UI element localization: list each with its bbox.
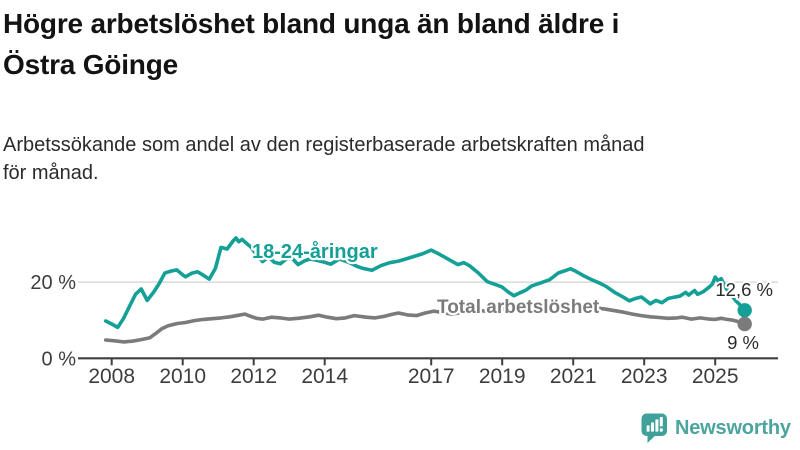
exclamation-bar — [659, 417, 663, 427]
subtitle-line-1: Arbetssökande som andel av den registerb… — [3, 134, 645, 156]
end-value-label-youth: 12,6 % — [715, 279, 773, 300]
title-line-1: Högre arbetslöshet bland unga än bland ä… — [3, 8, 620, 39]
x-tick-label-2017: 2017 — [408, 365, 455, 388]
series-label-youth: 18-24-åringar — [252, 240, 378, 263]
chart-title: Högre arbetslöshet bland unga än bland ä… — [3, 3, 773, 86]
series-line-total — [103, 301, 747, 344]
bar-3 — [655, 419, 659, 432]
series-line-youth — [103, 236, 747, 330]
newsworthy-speech-bubble-chart-icon — [641, 413, 667, 443]
exclamation-dot — [659, 428, 663, 432]
x-tick-label-2023: 2023 — [621, 365, 668, 388]
x-tick-label-2021: 2021 — [550, 365, 597, 388]
y-tick-label-0: 0 % — [42, 348, 77, 370]
speech-bubble-shape — [641, 413, 667, 443]
end-dot-total — [737, 316, 752, 332]
x-tick-label-2025: 2025 — [692, 365, 739, 388]
title-line-2: Östra Göinge — [3, 49, 178, 81]
bar-2 — [651, 422, 654, 432]
x-tick-label-2008: 2008 — [88, 365, 135, 388]
x-tick-label-2019: 2019 — [479, 365, 526, 388]
y-tick-label-20: 20 % — [30, 272, 76, 294]
end-value-label-total: 9 % — [727, 332, 759, 353]
newsworthy-wordmark: Newsworthy — [675, 417, 791, 439]
newsworthy-logo: Newsworthy — [641, 413, 791, 444]
x-tick-label-2010: 2010 — [159, 365, 206, 388]
x-tick-label-2014: 2014 — [301, 365, 348, 388]
bar-1 — [646, 425, 650, 432]
chart-subtitle: Arbetssökande som andel av den registerb… — [3, 131, 763, 188]
end-dot-youth — [737, 303, 752, 318]
x-tick-label-2012: 2012 — [230, 365, 277, 388]
subtitle-line-2: för månad. — [3, 162, 99, 185]
series-label-total: Total arbetslöshet — [437, 297, 600, 318]
